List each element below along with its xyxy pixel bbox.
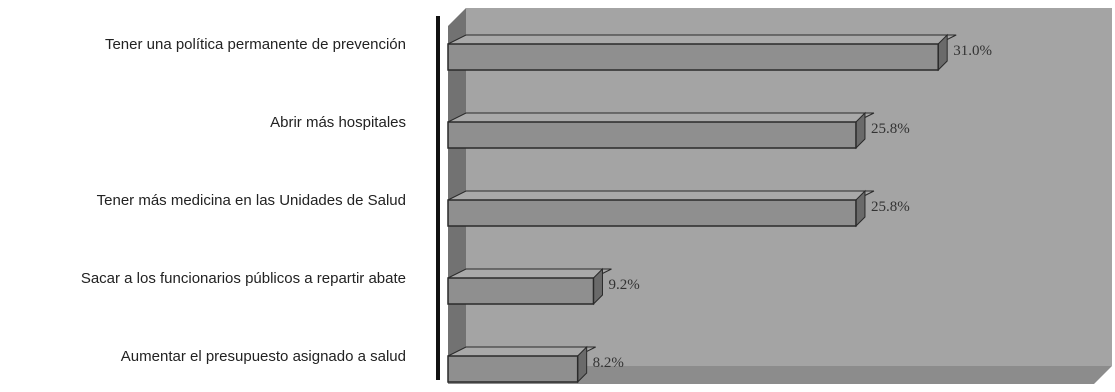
value-label: 8.2%: [593, 355, 624, 371]
category-label: Abrir más hospitales: [270, 114, 406, 131]
plot-back-wall: [466, 8, 1112, 366]
plot-floor: [448, 366, 1112, 384]
category-label: Aumentar el presupuesto asignado a salud: [121, 348, 406, 365]
bar: [447, 345, 596, 384]
category-label: Tener más medicina en las Unidades de Sa…: [97, 192, 406, 209]
bars: [447, 33, 957, 384]
value-label: 31.0%: [953, 43, 992, 59]
bar-top-face: [447, 112, 875, 123]
bar-front-face: [447, 355, 579, 383]
bar: [447, 33, 957, 72]
bar-front-face: [447, 43, 939, 71]
bar-front-face: [447, 121, 857, 149]
bar-top-face: [447, 190, 875, 201]
category-label: Sacar a los funcionarios públicos a repa…: [81, 270, 406, 287]
bar-front-face: [447, 199, 857, 227]
value-label: 25.8%: [871, 121, 910, 137]
value-label: 9.2%: [608, 277, 639, 293]
category-labels: Tener una política permanente de prevenc…: [81, 36, 406, 365]
bar: [447, 111, 875, 150]
value-label: 25.8%: [871, 199, 910, 215]
value-labels: 31.0% 25.8% 25.8% 9.2% 8.2%: [593, 43, 992, 371]
bar-front-face: [447, 277, 595, 305]
category-label: Tener una política permanente de prevenc…: [105, 36, 406, 53]
bar-top-face: [447, 34, 957, 45]
bar: [447, 189, 875, 228]
bar: [447, 267, 612, 306]
bar-top-face: [447, 268, 612, 279]
bar-top-face: [447, 346, 596, 357]
